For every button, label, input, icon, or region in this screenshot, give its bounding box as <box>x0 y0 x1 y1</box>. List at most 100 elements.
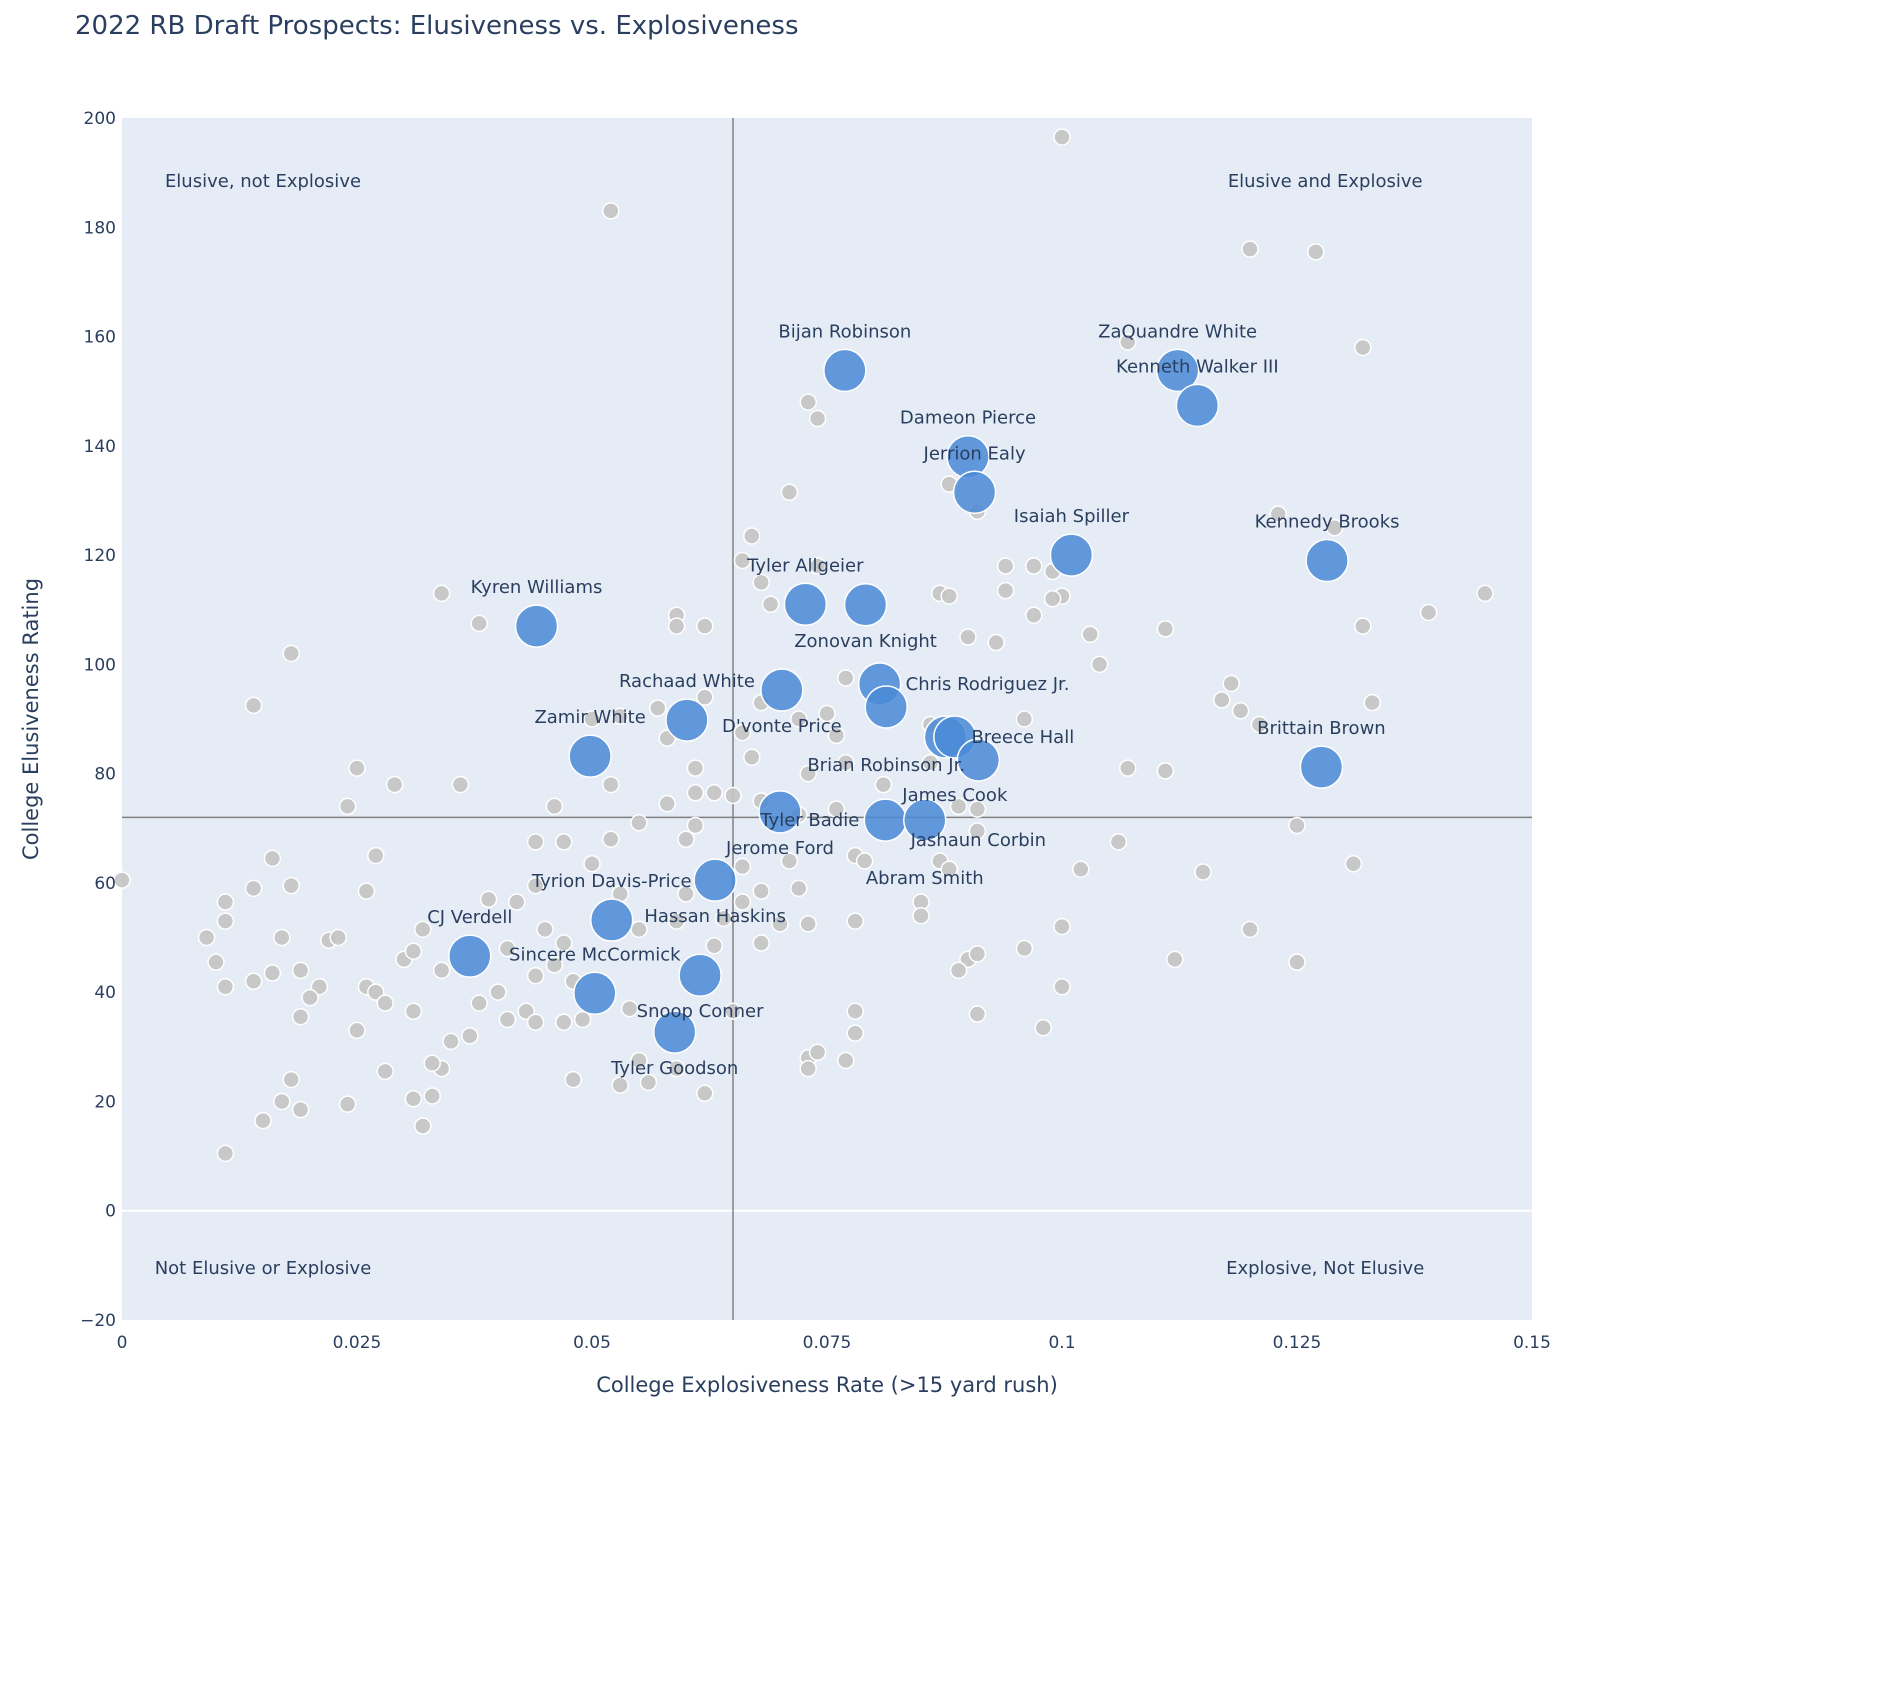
other-point <box>263 964 282 982</box>
other-point <box>602 202 620 220</box>
other-point <box>526 833 545 851</box>
other-point <box>808 557 827 575</box>
other-point <box>752 573 770 592</box>
other-point <box>282 644 300 663</box>
other-point <box>1325 519 1344 537</box>
prospect-point <box>1155 348 1200 393</box>
other-point <box>1109 833 1128 851</box>
prospect-point <box>678 953 722 997</box>
other-point <box>1363 693 1381 712</box>
other-point <box>1034 1018 1052 1037</box>
other-point <box>996 581 1015 600</box>
y-tick-label: 140 <box>84 437 116 457</box>
other-point <box>367 846 385 865</box>
other-point <box>545 797 564 816</box>
other-point <box>508 893 526 911</box>
other-point <box>724 786 742 805</box>
prospect-point <box>568 734 612 778</box>
other-point <box>1194 863 1212 881</box>
other-point <box>404 942 423 960</box>
other-point <box>696 617 714 635</box>
other-point <box>733 723 752 742</box>
other-point <box>667 617 686 635</box>
x-tick-label: 0.025 <box>333 1333 382 1353</box>
prospect-points <box>448 348 1349 1054</box>
y-tick-label: −20 <box>80 1311 116 1331</box>
other-point <box>282 876 300 895</box>
other-point <box>1025 557 1043 575</box>
x-tick-label: 0 <box>117 1333 128 1353</box>
other-point <box>1213 691 1231 709</box>
prospect-point <box>448 934 492 978</box>
other-point <box>555 1013 573 1031</box>
prospect-point <box>956 738 1001 782</box>
other-point <box>526 876 545 895</box>
other-point <box>197 928 216 947</box>
other-point <box>1419 603 1438 622</box>
other-point <box>1156 762 1175 780</box>
x-tick-label: 0.05 <box>573 1333 611 1353</box>
prospect-label: Bijan Robinson <box>778 321 911 342</box>
prospect-point <box>823 348 867 393</box>
other-point <box>677 885 695 903</box>
other-point <box>526 967 545 985</box>
other-point <box>818 704 836 723</box>
other-point <box>1288 953 1306 971</box>
other-point <box>602 830 620 848</box>
other-point <box>667 912 686 930</box>
y-tick-label: 40 <box>94 983 116 1003</box>
y-tick-label: 200 <box>84 109 116 129</box>
prospect-label: Sincere McCormick <box>509 944 681 965</box>
prospect-point <box>665 698 709 742</box>
other-point <box>1053 977 1071 996</box>
prospect-point <box>903 798 947 842</box>
prospect-label: Hassan Haskins <box>644 906 786 927</box>
prospect-point <box>1305 538 1349 583</box>
other-point <box>733 857 752 876</box>
other-point <box>348 1021 366 1040</box>
prospect-label: Jerome Ford <box>725 838 834 859</box>
other-point <box>968 945 987 963</box>
other-point <box>846 1002 864 1021</box>
other-point <box>517 1002 535 1021</box>
other-point <box>498 1010 517 1029</box>
prospect-point <box>843 583 888 627</box>
other-point <box>874 775 893 794</box>
other-point <box>113 871 131 889</box>
other-point <box>451 775 470 794</box>
other-point <box>620 999 639 1018</box>
y-tick-label: 20 <box>94 1092 116 1112</box>
quadrant-annotations: Elusive, not Explosive Elusive and Explos… <box>155 171 1425 1279</box>
other-point <box>667 1059 686 1078</box>
other-point <box>921 753 940 772</box>
prospect-label: ZaQuandre White <box>1098 321 1257 342</box>
other-point <box>263 849 282 868</box>
prospect-point <box>863 798 908 842</box>
prospect-label: Kenneth Walker III <box>1116 356 1279 377</box>
other-point <box>686 759 705 777</box>
other-point <box>752 934 770 952</box>
other-point <box>846 1024 864 1042</box>
other-point <box>912 906 930 925</box>
other-point <box>799 1059 817 1078</box>
other-point <box>968 800 987 818</box>
prospect-label: Brittain Brown <box>1257 718 1386 739</box>
other-point <box>959 628 977 646</box>
other-point <box>790 710 808 728</box>
other-point <box>799 393 817 411</box>
prospect-label: Dameon Pierce <box>900 408 1036 429</box>
other-point <box>949 961 968 980</box>
prospect-point <box>864 685 908 729</box>
y-tick-label: 120 <box>84 546 116 566</box>
y-tick-label: 160 <box>84 328 116 348</box>
y-axis-ticks: −20 0 20 40 60 80 100 120 140 160 180 200 <box>80 109 116 1331</box>
other-point <box>686 784 705 802</box>
quadrant-annotation: Elusive and Explosive <box>1228 171 1423 192</box>
other-point <box>583 710 601 728</box>
prospect-label: Tyler Allgeier <box>746 555 864 576</box>
y-tick-label: 180 <box>84 218 116 238</box>
other-point <box>696 688 714 706</box>
other-point <box>414 920 432 939</box>
other-point <box>338 1095 357 1113</box>
other-point <box>1015 710 1034 728</box>
